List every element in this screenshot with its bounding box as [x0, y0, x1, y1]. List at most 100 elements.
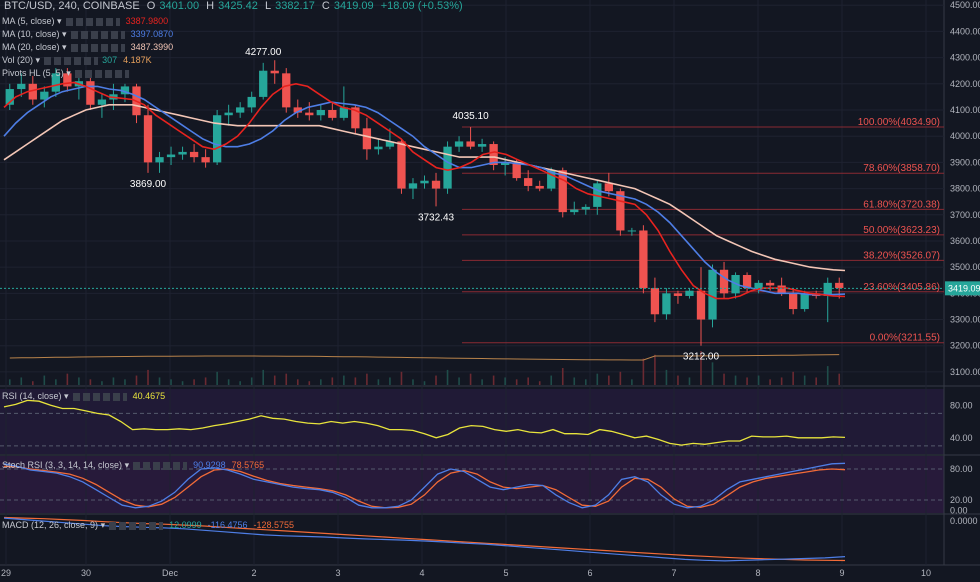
current-price-label: 3419.09	[948, 283, 980, 293]
legend-ma10[interactable]: MA (10, close) ▾ 3397.0870	[2, 29, 173, 40]
symbol-title[interactable]: BTC/USD, 240, COINBASE	[4, 0, 140, 12]
volume-bar	[204, 377, 207, 385]
low-label: L	[264, 0, 272, 12]
ma10-line	[3, 85, 846, 296]
indicator-tools-icon[interactable]	[109, 521, 164, 530]
volume-bar	[366, 373, 368, 385]
macd-y-tick-label: 0.0000	[950, 516, 978, 526]
y-tick-label: 4500.00	[950, 0, 980, 10]
legend-ma20-label: MA (20, close)	[2, 42, 60, 52]
candle-body	[63, 73, 72, 87]
legend-stoch-rsi[interactable]: Stoch RSI (3, 3, 14, 14, close) ▾ 90.9298…	[2, 460, 264, 471]
y-tick-label: 3300.00	[950, 315, 980, 325]
volume-bar	[250, 377, 253, 385]
y-tick-label: 3700.00	[950, 210, 980, 220]
dropdown-icon[interactable]: ▾	[124, 460, 130, 470]
candle-body	[765, 282, 775, 286]
legend-stoch-label: Stoch RSI (3, 3, 14, 14, close)	[2, 460, 123, 470]
candle-body	[489, 144, 498, 165]
y-tick-label: 3800.00	[950, 184, 980, 194]
candle-body	[662, 293, 671, 315]
candle-body	[477, 144, 487, 147]
candle-body	[512, 162, 521, 179]
volume-bar	[423, 381, 426, 385]
volume-bar	[227, 379, 230, 385]
volume-bar	[239, 381, 241, 385]
candle-body	[40, 91, 49, 100]
candle-body	[604, 183, 613, 192]
candle-body	[616, 191, 625, 231]
legend-rsi[interactable]: RSI (14, close) ▾ 40.4675	[2, 391, 165, 402]
x-tick-label: 6	[587, 568, 592, 578]
volume-bar	[515, 379, 518, 385]
volume-bar	[746, 377, 748, 385]
indicator-tools-icon[interactable]	[70, 43, 125, 52]
indicator-tools-icon[interactable]	[133, 461, 188, 470]
open-label: O	[146, 0, 156, 12]
legend-pivots[interactable]: Pivots HL (5, 5) ▾	[2, 68, 129, 79]
legend-ma20[interactable]: MA (20, close) ▾ 3487.3990	[2, 42, 173, 53]
volume-bar	[573, 377, 576, 385]
y-tick-label: 4200.00	[950, 79, 980, 89]
indicator-tools-icon[interactable]	[72, 392, 127, 401]
candle-body	[835, 282, 844, 289]
candle-body	[639, 230, 648, 289]
current-price-tag	[945, 281, 980, 296]
candle-body	[535, 185, 544, 189]
pivot-label: 3732.43	[418, 212, 455, 223]
stoch-y-tick-label: 20.00	[950, 495, 973, 505]
dropdown-icon[interactable]: ▾	[100, 520, 106, 530]
y-tick-label: 3600.00	[950, 236, 980, 246]
x-tick-label: 2	[251, 568, 256, 578]
volume-bar	[654, 354, 656, 385]
legend-macd[interactable]: MACD (12, 26, close, 9) ▾ 12.0999 -116.475…	[2, 520, 294, 531]
indicator-tools-icon[interactable]	[44, 56, 99, 65]
candle-body	[293, 107, 302, 113]
dropdown-icon[interactable]: ▾	[57, 16, 62, 26]
volume-bar	[20, 377, 23, 385]
candle-body	[362, 128, 372, 150]
volume-bar	[66, 373, 69, 385]
candle-body	[777, 285, 786, 294]
dropdown-icon[interactable]: ▾	[62, 42, 67, 52]
indicator-tools-icon[interactable]	[74, 69, 129, 78]
candle-body	[224, 112, 233, 116]
volume-bar	[677, 375, 679, 385]
dropdown-icon[interactable]: ▾	[66, 68, 71, 78]
dropdown-icon[interactable]: ▾	[62, 29, 67, 39]
candle-body	[17, 83, 26, 90]
volume-bar	[642, 358, 645, 385]
candle-body	[524, 178, 533, 186]
rsi-line	[3, 399, 846, 446]
ma20-line	[3, 104, 846, 272]
candle-body	[558, 170, 567, 213]
legend-volume[interactable]: Vol (20) ▾ 307 4.187K	[2, 55, 152, 66]
change-value: +18.09 (+0.53%)	[380, 0, 463, 12]
volume-bar	[527, 377, 529, 385]
dropdown-icon[interactable]: ▾	[64, 391, 69, 401]
dropdown-icon[interactable]: ▾	[35, 55, 41, 65]
volume-bar	[815, 377, 817, 385]
legend-rsi-value: 40.4675	[132, 391, 166, 401]
volume-bar	[43, 375, 46, 385]
volume-bar	[700, 351, 702, 385]
legend-ma5[interactable]: MA (5, close) ▾ 3387.9800	[2, 16, 168, 27]
indicator-tools-icon[interactable]	[65, 17, 120, 26]
fib-level-label: 38.20%(3526.07)	[863, 250, 940, 261]
stoch-k-line	[3, 462, 846, 509]
volume-bar	[89, 379, 92, 385]
volume-bar	[688, 377, 691, 385]
volume-bar	[112, 377, 115, 385]
legend-volume-value: 4.187K	[123, 55, 152, 65]
candle-body	[282, 73, 291, 108]
volume-bar	[561, 368, 564, 385]
x-tick-label: 5	[503, 568, 508, 578]
candle-body	[627, 230, 637, 232]
volume-bar	[331, 377, 334, 385]
indicator-tools-icon[interactable]	[70, 30, 125, 39]
close-value: 3419.09	[333, 0, 374, 12]
volume-bar	[147, 369, 149, 385]
volume-bar	[412, 379, 414, 385]
volume-bar	[631, 379, 633, 385]
